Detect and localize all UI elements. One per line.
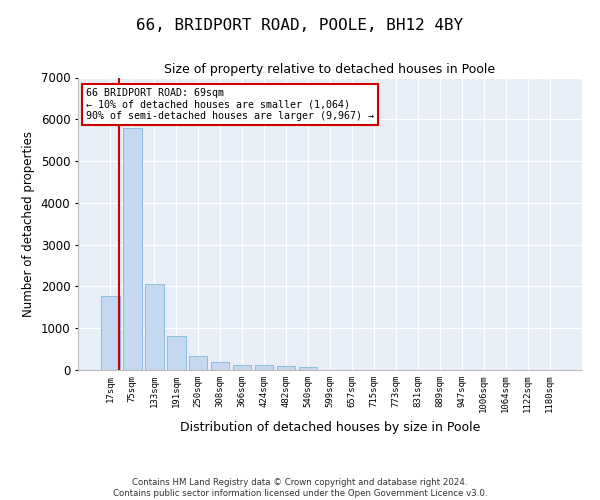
Title: Size of property relative to detached houses in Poole: Size of property relative to detached ho… — [164, 64, 496, 76]
Bar — [101, 296, 119, 370]
Text: 66, BRIDPORT ROAD, POOLE, BH12 4BY: 66, BRIDPORT ROAD, POOLE, BH12 4BY — [136, 18, 464, 32]
X-axis label: Distribution of detached houses by size in Poole: Distribution of detached houses by size … — [180, 421, 480, 434]
Text: 66 BRIDPORT ROAD: 69sqm
← 10% of detached houses are smaller (1,064)
90% of semi: 66 BRIDPORT ROAD: 69sqm ← 10% of detache… — [86, 88, 374, 121]
Text: Contains HM Land Registry data © Crown copyright and database right 2024.
Contai: Contains HM Land Registry data © Crown c… — [113, 478, 487, 498]
Bar — [299, 367, 317, 370]
Bar — [211, 362, 229, 370]
Bar — [255, 366, 274, 370]
Y-axis label: Number of detached properties: Number of detached properties — [22, 130, 35, 317]
Bar — [233, 365, 251, 370]
Bar — [167, 336, 185, 370]
Bar — [145, 284, 164, 370]
Bar — [189, 356, 208, 370]
Bar — [277, 366, 295, 370]
Bar — [123, 128, 142, 370]
